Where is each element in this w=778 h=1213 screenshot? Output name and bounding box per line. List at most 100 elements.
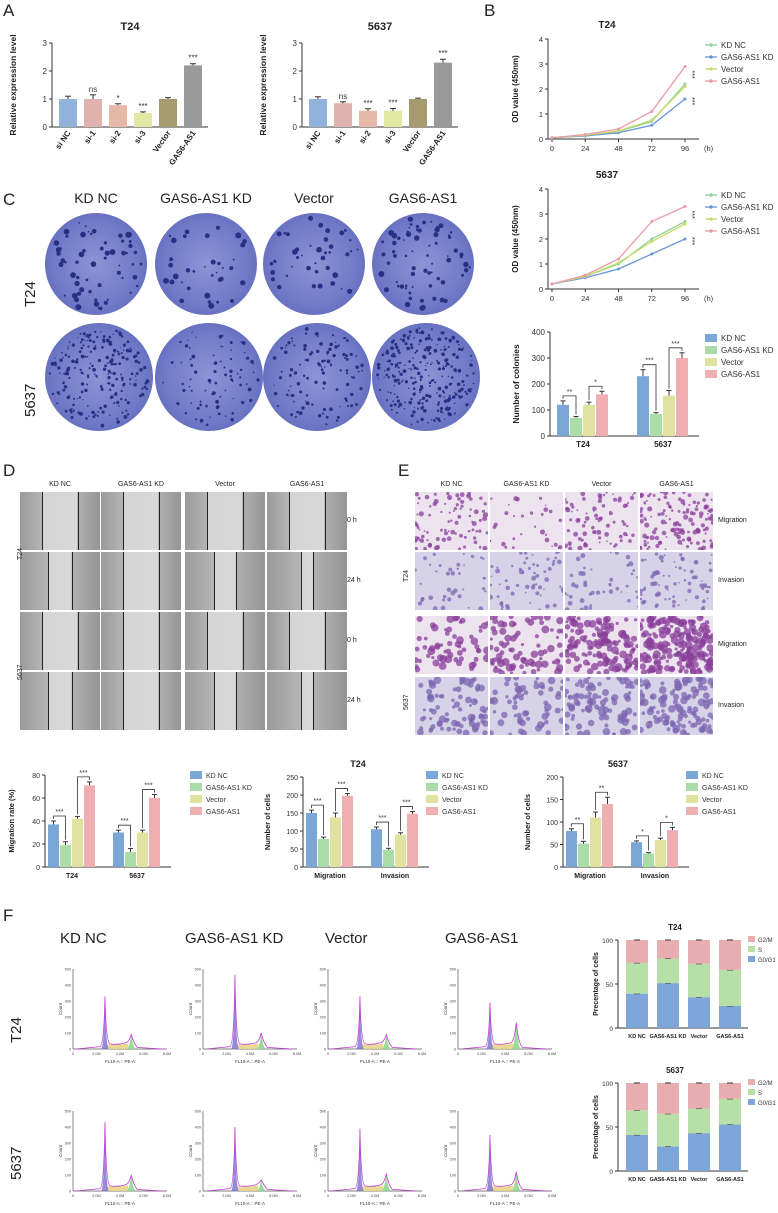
colony xyxy=(303,343,307,348)
wound-column-label: GAS6-AS1 KD xyxy=(118,481,164,488)
stacked-segment xyxy=(688,1133,710,1171)
y-axis-label: Count xyxy=(443,1002,448,1015)
stained-cells xyxy=(565,616,638,674)
cell xyxy=(541,660,549,668)
colony-column-label: Vector xyxy=(294,190,334,206)
colony xyxy=(425,399,429,403)
y-tick-label: 20 xyxy=(32,842,40,849)
significance-mark: *** xyxy=(378,815,386,822)
colony xyxy=(210,259,216,265)
colony xyxy=(437,386,442,391)
colony xyxy=(444,407,448,411)
x-tick-label: 2.0M xyxy=(222,1052,230,1056)
colony xyxy=(64,261,67,264)
bar xyxy=(383,849,394,867)
cell xyxy=(513,677,519,681)
cell xyxy=(674,647,678,651)
cell xyxy=(599,516,603,521)
data-point xyxy=(583,273,587,277)
bar xyxy=(655,840,666,867)
cell xyxy=(504,511,509,516)
cell xyxy=(490,730,494,735)
y-tick-label: 200 xyxy=(450,1158,456,1162)
colony xyxy=(441,352,445,357)
colony xyxy=(86,383,89,386)
cell xyxy=(482,708,488,714)
colony xyxy=(466,374,469,377)
colony xyxy=(289,367,294,372)
cell xyxy=(536,667,541,672)
cell xyxy=(415,646,420,652)
transwell-image xyxy=(565,552,638,610)
cell xyxy=(591,632,596,637)
y-axis-label: Relative expression level xyxy=(258,34,268,135)
colony xyxy=(406,335,410,339)
chart-title: T24 xyxy=(598,20,616,31)
colony xyxy=(204,292,211,299)
colony xyxy=(204,233,210,239)
y-tick-label: 100 xyxy=(450,1174,456,1178)
colony xyxy=(291,340,294,342)
cell xyxy=(565,652,571,658)
cell xyxy=(635,590,638,593)
colony xyxy=(342,352,346,357)
colony xyxy=(446,255,449,257)
y-tick-label: 100 xyxy=(195,1174,201,1178)
y-tick-label: 400 xyxy=(532,328,546,337)
colony xyxy=(188,347,191,349)
cell xyxy=(691,511,696,516)
cell xyxy=(658,555,664,561)
x-tick-label: 4.0M xyxy=(116,1052,124,1056)
y-tick-label: 200 xyxy=(286,793,298,800)
cell xyxy=(462,545,467,549)
bar xyxy=(650,413,662,436)
colony xyxy=(383,370,386,372)
colony xyxy=(58,262,64,268)
cell xyxy=(666,642,671,647)
x-tick-label: 6.0M xyxy=(524,1194,532,1198)
x-tick-label: si-3 xyxy=(132,129,148,146)
cell xyxy=(420,597,425,602)
colony xyxy=(345,382,350,387)
colony xyxy=(325,415,329,419)
colony xyxy=(412,410,416,414)
cell xyxy=(608,665,615,672)
colony xyxy=(213,369,217,374)
x-tick-label: 4.0M xyxy=(501,1052,509,1056)
cell xyxy=(619,727,628,735)
colony xyxy=(280,346,284,350)
colony xyxy=(53,240,60,246)
cell xyxy=(665,515,668,517)
colony xyxy=(111,383,114,386)
cell xyxy=(429,505,432,508)
cell xyxy=(482,720,488,727)
cell xyxy=(587,682,595,689)
cell xyxy=(440,510,443,514)
colony xyxy=(240,280,246,286)
transwell-image xyxy=(415,616,488,674)
cell xyxy=(597,536,602,540)
cell xyxy=(646,547,649,550)
colony xyxy=(92,340,96,344)
cell xyxy=(672,595,675,598)
cell xyxy=(444,712,449,717)
colony xyxy=(417,408,419,410)
cell xyxy=(426,531,429,534)
cell xyxy=(586,668,594,674)
colony xyxy=(109,388,112,391)
cell xyxy=(707,656,713,662)
cell xyxy=(456,636,464,645)
cell xyxy=(510,591,515,596)
cell xyxy=(590,662,599,671)
colony xyxy=(78,350,82,354)
cell xyxy=(592,653,597,658)
colony xyxy=(404,342,408,346)
y-tick-label: 400 xyxy=(320,1126,326,1130)
x-tick-label: 0 xyxy=(550,144,554,153)
cell xyxy=(623,657,629,663)
cell xyxy=(461,716,467,722)
cell xyxy=(657,512,662,517)
colony xyxy=(72,409,75,412)
data-point xyxy=(683,220,687,223)
colony xyxy=(385,350,390,355)
